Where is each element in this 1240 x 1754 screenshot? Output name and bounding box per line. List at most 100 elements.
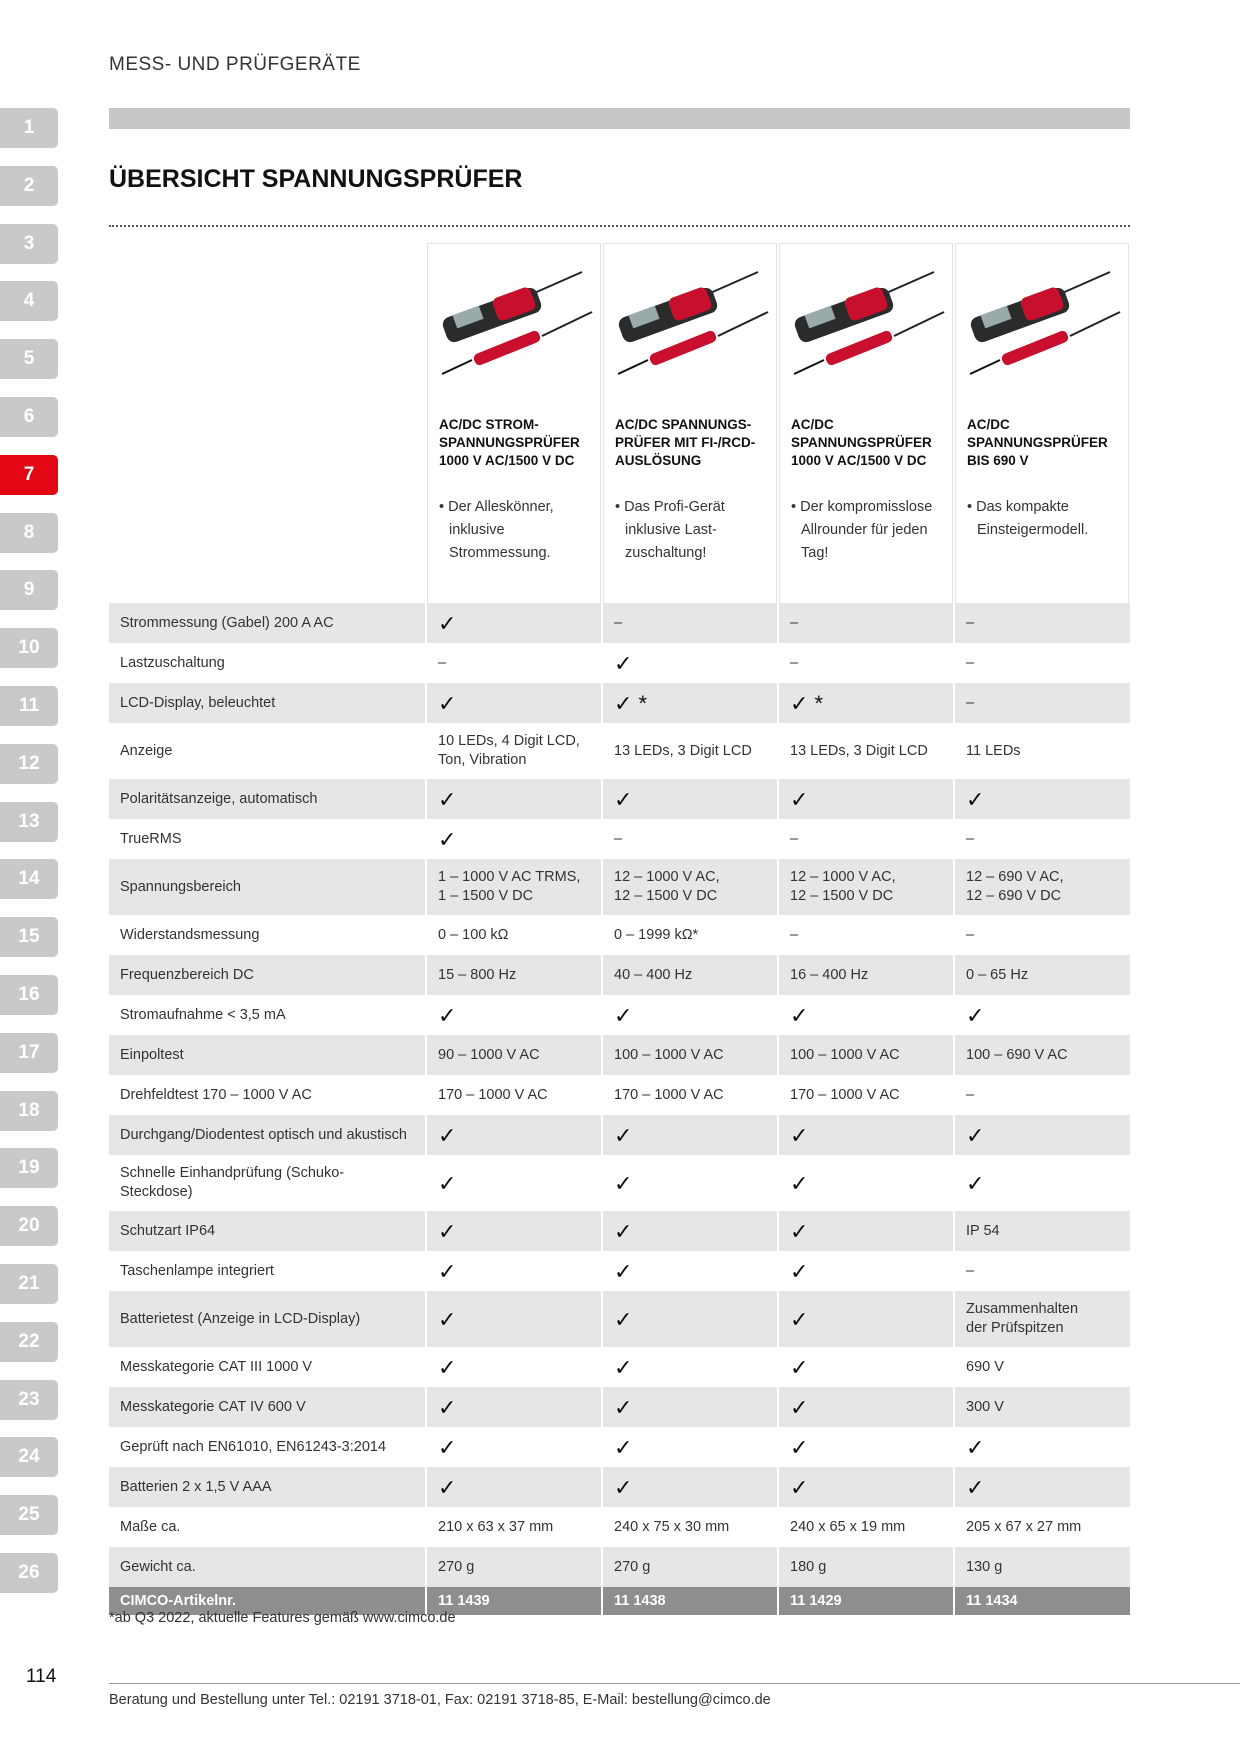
row-label: TrueRMS [120, 830, 182, 847]
cell: – [953, 683, 1130, 723]
table-row: Polaritätsanzeige, automatisch ✓ ✓ ✓ ✓ [109, 779, 1130, 819]
cell: ✓ [425, 819, 602, 859]
cell: 40 – 400 Hz [601, 955, 778, 995]
table-row: Messkategorie CAT IV 600 V ✓ ✓ ✓ 300 V [109, 1387, 1130, 1427]
cell: ✓ [425, 1387, 602, 1427]
cell: ✓ [777, 1427, 954, 1467]
cell: 690 V [953, 1347, 1130, 1387]
row-label: Durchgang/Diodentest optisch und akustis… [109, 1115, 426, 1155]
bullet: • [615, 499, 625, 515]
product-name-line: SPANNUNGSPRÜFER [791, 435, 932, 450]
cell: 205 x 67 x 27 mm [953, 1507, 1130, 1547]
chapter-tab: 21 [0, 1264, 58, 1304]
cell: 170 – 1000 V AC [601, 1075, 778, 1115]
chapter-tab: 5 [0, 339, 58, 380]
chapter-tab: 7 [0, 454, 58, 495]
chapter-tab: 17 [0, 1032, 58, 1073]
row-label: Batterien 2 x 1,5 V AAA [109, 1467, 426, 1507]
chapter-tab: 12 [0, 743, 58, 784]
cell: IP 54 [953, 1211, 1130, 1251]
table-row: Stromaufnahme < 3,5 mA ✓ ✓ ✓ ✓ [109, 995, 1130, 1035]
cell: 240 x 75 x 30 mm [601, 1507, 778, 1547]
row-label: CIMCO-Artikelnr. [109, 1587, 426, 1615]
row-label: Strommessung (Gabel) 200 A AC [109, 603, 426, 643]
cell: ✓ [425, 1155, 602, 1211]
section-header: MESS- UND PRÜFGERÄTE [109, 54, 361, 75]
cell: ✓ [953, 1467, 1130, 1507]
product-header: AC/DC SPANNUNGS- PRÜFER MIT FI-/RCD- AUSLÖ… [603, 243, 777, 603]
row-label: Anzeige [120, 742, 173, 759]
cell: Zusammenhalten der Prüfspitzen [953, 1291, 1130, 1347]
cell: ✓ [425, 779, 602, 819]
cell: ✓ [425, 1251, 602, 1291]
table-row: TrueRMS ✓ – – – [109, 819, 1130, 859]
table-row: Schutzart IP64 ✓ ✓ ✓ IP 54 [109, 1211, 1130, 1251]
table-row: Einpoltest 90 – 1000 V AC 100 – 1000 V AC 1… [109, 1035, 1130, 1075]
cell: 270 g [425, 1547, 602, 1587]
product-header: AC/DC SPANNUNGSPRÜFER 1000 V AC/1500 V DC •… [779, 243, 953, 603]
cell: ✓ [425, 995, 602, 1035]
cell: 100 – 690 V AC [953, 1035, 1130, 1075]
feature-text: Das kompakte Einsteigermodell. [976, 499, 1089, 538]
cell: 270 g [601, 1547, 778, 1587]
cell: – [777, 819, 954, 859]
bullet: • [439, 499, 449, 515]
cell: 180 g [777, 1547, 954, 1587]
product-image [793, 271, 945, 375]
row-label: Frequenzbereich DC [109, 955, 426, 995]
table-row: Messkategorie CAT III 1000 V ✓ ✓ ✓ 690 V [109, 1347, 1130, 1387]
table-row: Anzeige 10 LEDs, 4 Digit LCD, Ton, Vibrat… [109, 723, 1130, 779]
cell: ✓ [953, 1155, 1130, 1211]
chapter-tab: 4 [0, 281, 58, 322]
cell: ✓ [777, 1467, 954, 1507]
cell: ✓ [777, 1251, 954, 1291]
cell: 90 – 1000 V AC [425, 1035, 602, 1075]
chapter-tab: 15 [0, 917, 58, 958]
product-name: AC/DC SPANNUNGSPRÜFER BIS 690 V [967, 416, 1108, 470]
product-name-line: AC/DC [967, 417, 1010, 432]
cell: ✓ [777, 1387, 954, 1427]
product-header: AC/DC STROM- SPANNUNGSPRÜFER 1000 V AC/150… [427, 243, 601, 603]
product-name-line: AC/DC STROM- [439, 417, 539, 432]
footer-row: CIMCO-Artikelnr. 11 1439 11 1438 11 1429 11 … [109, 1587, 1130, 1615]
chapter-tab: 18 [0, 1090, 58, 1131]
product-feature: • Das Profi-Gerät inklusive Last-zuschal… [615, 496, 775, 565]
cell: 10 LEDs, 4 Digit LCD, Ton, Vibration [425, 723, 602, 779]
table-row: Frequenzbereich DC 15 – 800 Hz 40 – 400 Hz… [109, 955, 1130, 995]
row-label: Schutzart IP64 [109, 1211, 426, 1251]
product-feature: • Der Alleskönner, inklusive Strommessun… [439, 496, 599, 565]
cell: – [953, 915, 1130, 955]
cell: ✓ [953, 1427, 1130, 1467]
cell: ✓ [601, 995, 778, 1035]
product-header: AC/DC SPANNUNGSPRÜFER BIS 690 V • Das kompa… [955, 243, 1129, 603]
table-row: Widerstandsmessung 0 – 100 kΩ 0 – 1999 kΩ*… [109, 915, 1130, 955]
header-bar [109, 108, 1130, 129]
cell: ✓ [601, 1211, 778, 1251]
dotted-rule [109, 225, 1130, 227]
cell: ✓ [425, 1347, 602, 1387]
table-row: Drehfeldtest 170 – 1000 V AC 170 – 1000 V… [109, 1075, 1130, 1115]
cell: ✓ [601, 1427, 778, 1467]
feature-text: Der Alleskönner, inklusive Strommessung. [448, 499, 554, 561]
product-name-line: 1000 V AC/1500 V DC [791, 453, 927, 468]
cell: ✓ [425, 1467, 602, 1507]
cell: 130 g [953, 1547, 1130, 1587]
chapter-tab: 16 [0, 975, 58, 1015]
cell: 170 – 1000 V AC [425, 1075, 602, 1115]
table-row: LCD-Display, beleuchtet ✓ ✓ * ✓ * – [109, 683, 1130, 723]
cell: – [953, 643, 1130, 683]
cell: – [777, 915, 954, 955]
footnote: *ab Q3 2022, aktuelle Features gemäß www… [109, 1610, 456, 1626]
cell: ✓ [953, 779, 1130, 819]
chapter-tab: 25 [0, 1495, 58, 1536]
table-row: Strommessung (Gabel) 200 A AC ✓ – – – [109, 603, 1130, 643]
cell: 12 – 1000 V AC, 12 – 1500 V DC [601, 859, 778, 915]
table-row: Taschenlampe integriert ✓ ✓ ✓ – [109, 1251, 1130, 1291]
cell: – [777, 643, 954, 683]
cell: – [425, 643, 602, 683]
table-row: Gewicht ca. 270 g 270 g 180 g 130 g [109, 1547, 1130, 1587]
chapter-tab: 22 [0, 1321, 58, 1362]
product-name-line: PRÜFER MIT FI-/RCD- [615, 435, 756, 450]
cell: 12 – 1000 V AC, 12 – 1500 V DC [777, 859, 954, 915]
